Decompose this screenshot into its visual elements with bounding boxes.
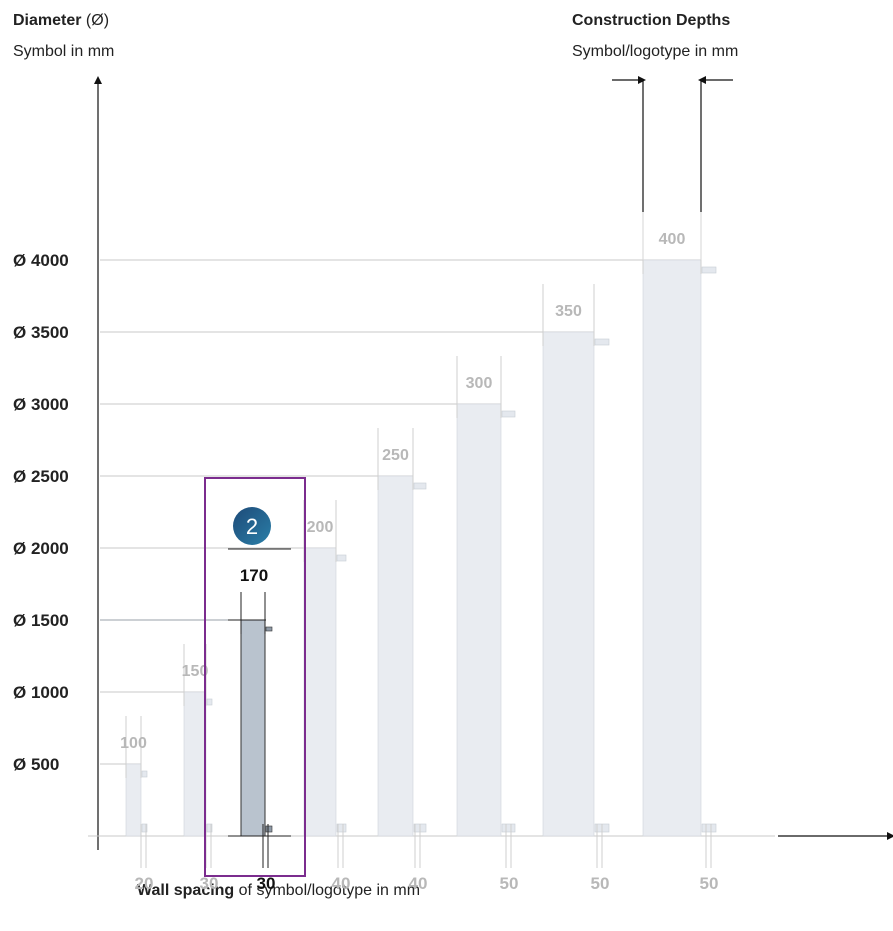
bar (456, 403, 502, 837)
wall-tab-top (336, 554, 347, 562)
bar (542, 331, 595, 837)
highlight-depth-label: 170 (240, 566, 268, 585)
depth-label: 250 (382, 447, 409, 464)
spacing-label: 40 (409, 874, 428, 893)
depth-label: 200 (307, 519, 334, 536)
wall-tab-top (265, 626, 273, 632)
y-axis-subtitle: Symbol in mm (13, 43, 115, 60)
depth-label: 300 (466, 375, 493, 392)
depth-label: 400 (659, 231, 686, 248)
wall-tab-bottom (206, 823, 213, 833)
x-axis-title-rest: of symbol/logotype in mm (234, 882, 421, 899)
y-axis-title-bold: Diameter (13, 12, 82, 29)
x-axis-title: Wall spacing of symbol/logotype in mm (137, 882, 420, 900)
bar (642, 259, 702, 837)
y-tick-label: Ø 2500 (13, 467, 69, 486)
wall-tab-bottom (701, 823, 717, 833)
highlight-box (204, 477, 306, 877)
y-tick-label: Ø 4000 (13, 251, 69, 270)
y-axis-title: Diameter (Ø) (13, 12, 109, 30)
y-tick-label: Ø 500 (13, 755, 59, 774)
badge-circle (233, 507, 271, 545)
depth-label: 150 (182, 663, 209, 680)
wall-tab-top (141, 770, 148, 778)
construction-depths-title: Construction Depths (572, 12, 730, 30)
y-axis-title-rest: (Ø) (81, 12, 110, 29)
spacing-label: 30 (257, 874, 276, 893)
wall-tab-top (594, 338, 610, 346)
spacing-label: 20 (135, 874, 154, 893)
badge-number: 2 (246, 514, 258, 539)
construction-depths-subtitle: Symbol/logotype in mm (572, 43, 739, 60)
spacing-label: 50 (500, 874, 519, 893)
spacing-label: 40 (332, 874, 351, 893)
y-tick-label: Ø 3000 (13, 395, 69, 414)
wall-tab-top (501, 410, 516, 418)
bar (183, 691, 207, 837)
x-axis-title-bold: Wall spacing (137, 882, 235, 899)
wall-tab-top (206, 698, 213, 706)
y-tick-label: Ø 3500 (13, 323, 69, 342)
wall-tab-bottom (501, 823, 516, 833)
spacing-label: 50 (591, 874, 610, 893)
bar-highlight (240, 619, 266, 837)
y-tick-label: Ø 1500 (13, 611, 69, 630)
wall-tab-bottom (141, 823, 148, 833)
y-tick-label: Ø 2000 (13, 539, 69, 558)
y-tick-label: Ø 1000 (13, 683, 69, 702)
bar (377, 475, 414, 837)
wall-tab-bottom (265, 825, 273, 833)
depth-label: 350 (555, 303, 582, 320)
bar (303, 547, 337, 837)
wall-tab-top (701, 266, 717, 274)
spacing-label: 50 (700, 874, 719, 893)
depth-label: 100 (120, 735, 147, 752)
wall-tab-top (413, 482, 427, 490)
construction-depths-title-bold: Construction Depths (572, 12, 731, 29)
wall-tab-bottom (336, 823, 347, 833)
spacing-label: 30 (200, 874, 219, 893)
bar (125, 763, 142, 837)
